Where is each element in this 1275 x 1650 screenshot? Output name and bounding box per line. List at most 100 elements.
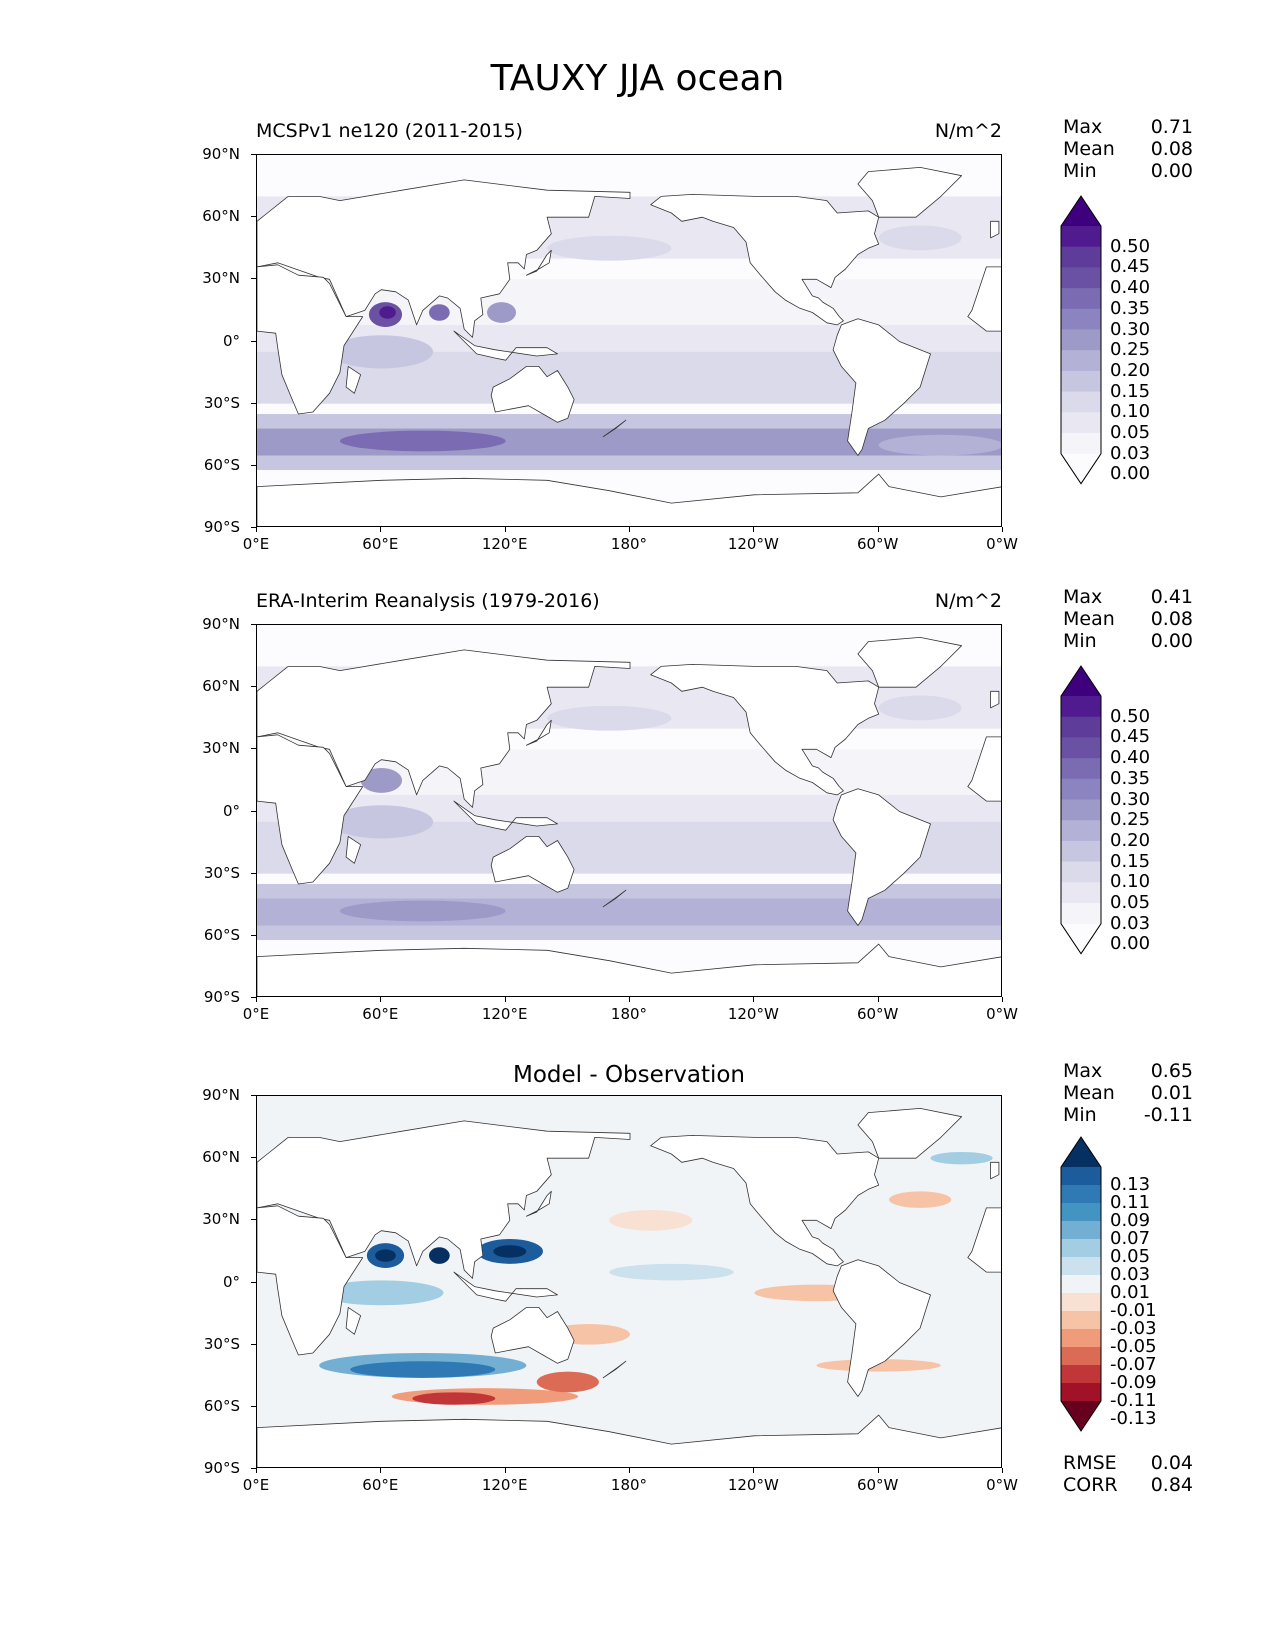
- land-africaWest: [967, 1207, 1001, 1273]
- land-uk: [990, 1161, 1000, 1180]
- error-stats: RMSE 0.04 CORR 0.84: [1063, 1452, 1193, 1496]
- land-antarctica: [257, 1414, 1001, 1467]
- colorbar-label: 0.25: [1110, 339, 1151, 361]
- y-tick-mark: [251, 464, 256, 466]
- y-tick-mark: [251, 1219, 256, 1221]
- colorbar-label: 0.50: [1110, 235, 1151, 257]
- colorbar-segment: [1061, 391, 1101, 413]
- colorbar-label: -0.03: [1110, 1318, 1157, 1339]
- colorbar-label: 0.15: [1110, 850, 1151, 872]
- colorbar-segment: [1061, 758, 1101, 780]
- x-tick-mark: [380, 527, 382, 532]
- x-tick-label: 120°W: [727, 1005, 779, 1023]
- x-tick-label: 180°: [610, 535, 648, 553]
- colorbar-label: 0.00: [1110, 933, 1151, 955]
- colorbar-segment: [1061, 799, 1101, 821]
- diff-subpolar-atlantic: [930, 1151, 993, 1165]
- land-africaWest: [967, 266, 1001, 332]
- field-north-pacific: [547, 705, 672, 731]
- land-eurasiaEast: [650, 194, 880, 326]
- panel-title: MCSPv1 ne120 (2011-2015): [256, 120, 523, 142]
- colorbar-label: 0.40: [1110, 277, 1151, 299]
- y-tick-label: 0°: [222, 331, 240, 350]
- y-tick-label: 90°S: [203, 1459, 240, 1477]
- colorbar-segment: [1061, 1185, 1101, 1204]
- x-tick-mark: [753, 527, 755, 532]
- field-southern-atlantic: [878, 434, 1001, 456]
- colorbar-label: 0.10: [1110, 401, 1151, 423]
- colorbar-label: -0.09: [1110, 1372, 1157, 1393]
- x-tick-mark: [629, 527, 630, 532]
- colorbar-segment: [1061, 696, 1101, 718]
- land-southAm: [832, 318, 931, 456]
- land-eurasia: [257, 1120, 631, 1279]
- x-tick-label: 60°W: [856, 1476, 899, 1494]
- x-tick-label: 0°W: [986, 535, 1018, 553]
- colorbar-segment: [1061, 370, 1101, 393]
- colorbar-segment: [1061, 1203, 1101, 1222]
- land-australia: [490, 1306, 575, 1364]
- land-africa: [257, 264, 364, 415]
- figure-title: TAUXY JJA ocean: [490, 58, 785, 99]
- colorbar-svg: [1060, 195, 1102, 485]
- stat-row: RMSE 0.04: [1063, 1452, 1193, 1474]
- panel-model: MCSPv1 ne120 (2011-2015) N/m^2 Max 0.71 M…: [0, 0, 1275, 527]
- land-greenland: [857, 166, 962, 218]
- colorbar-segment: [1061, 1365, 1101, 1384]
- x-tick-mark: [753, 1468, 755, 1473]
- y-tick-label: 30°S: [203, 863, 240, 882]
- land-uk: [990, 690, 1000, 709]
- x-tick-mark: [753, 997, 755, 1002]
- land-japan: [525, 719, 552, 746]
- land-japan: [525, 1190, 552, 1217]
- x-tick-label: 0°E: [242, 535, 270, 553]
- field-max-southern-indian: [339, 430, 506, 452]
- diff-tasman-negative: [536, 1371, 599, 1393]
- x-tick-mark: [256, 997, 257, 1002]
- panel-title: ERA-Interim Reanalysis (1979-2016): [256, 590, 600, 612]
- x-tick-label: 0°E: [242, 1476, 270, 1494]
- y-tick-mark: [251, 934, 256, 936]
- stat-row: Max 0.41: [1063, 586, 1193, 608]
- colorbar-segment: [1061, 329, 1101, 351]
- x-tick-mark: [1002, 1468, 1003, 1473]
- x-tick-mark: [256, 1468, 257, 1473]
- colorbar-label: 0.30: [1110, 788, 1151, 810]
- colorbar-label: 0.05: [1110, 422, 1151, 443]
- x-tick-mark: [1002, 997, 1003, 1002]
- colorbar-segment: [1061, 1221, 1101, 1240]
- x-tick-label: 0°W: [986, 1476, 1018, 1494]
- colorbar-label: 0.25: [1110, 809, 1151, 831]
- colorbar-label: 0.30: [1110, 318, 1151, 340]
- land-australia: [490, 365, 575, 423]
- y-tick-mark: [251, 810, 256, 812]
- land-southAm: [832, 788, 931, 926]
- y-tick-mark: [251, 340, 256, 342]
- colorbar-label: 0.45: [1110, 256, 1151, 278]
- y-tick-label: 90°N: [202, 1086, 240, 1104]
- x-tick-mark: [256, 527, 257, 532]
- land-greenland: [857, 1107, 962, 1159]
- colorbar-svg: [1060, 665, 1102, 955]
- map-field: [257, 1096, 1001, 1467]
- diff-north-pacific-negative: [609, 1209, 693, 1231]
- colorbar-label: 0.00: [1110, 463, 1151, 485]
- diff-equator-positive: [609, 1263, 734, 1281]
- x-tick-mark: [1002, 527, 1003, 532]
- y-tick-label: 60°S: [203, 1396, 240, 1415]
- colorbar-extend-max: [1061, 1137, 1101, 1167]
- colorbar-segment: [1061, 1293, 1101, 1312]
- stat-row: Max 0.71: [1063, 116, 1193, 138]
- colorbar-label: 0.05: [1110, 892, 1151, 913]
- colorbar-label: 0.05: [1110, 1246, 1151, 1267]
- y-tick-mark: [251, 748, 256, 750]
- colorbar-label: 0.09: [1110, 1210, 1151, 1231]
- map-difference: [256, 1095, 1002, 1468]
- colorbar-segment: [1061, 226, 1101, 248]
- colorbar-segment: [1061, 882, 1101, 904]
- y-tick-mark: [251, 686, 256, 688]
- diff-north-atlantic-negative: [889, 1191, 952, 1208]
- x-tick-label: 60°E: [362, 535, 399, 553]
- stat-row: Min -0.11: [1063, 1104, 1193, 1126]
- colorbar-outline: [1060, 195, 1102, 485]
